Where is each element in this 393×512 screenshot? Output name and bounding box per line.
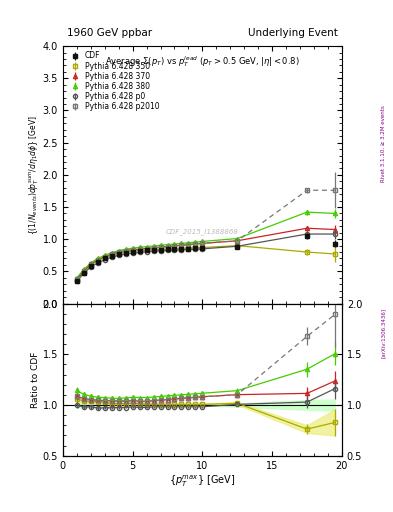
Text: Average $\Sigma(p_T)$ vs $p_T^{lead}$ ($p_T > 0.5$ GeV, $|\eta| < 0.8$): Average $\Sigma(p_T)$ vs $p_T^{lead}$ ($…	[105, 54, 300, 69]
Text: [arXiv:1306.3436]: [arXiv:1306.3436]	[381, 308, 386, 358]
Y-axis label: $\{(1/N_{events}) dp_T^{sum}/d\eta_1 d\phi\}$ [GeV]: $\{(1/N_{events}) dp_T^{sum}/d\eta_1 d\p…	[28, 115, 41, 235]
Y-axis label: Ratio to CDF: Ratio to CDF	[31, 351, 40, 408]
Text: Rivet 3.1.10, ≥ 3.2M events: Rivet 3.1.10, ≥ 3.2M events	[381, 105, 386, 182]
Legend: CDF, Pythia 6.428 350, Pythia 6.428 370, Pythia 6.428 380, Pythia 6.428 p0, Pyth: CDF, Pythia 6.428 350, Pythia 6.428 370,…	[67, 50, 161, 113]
X-axis label: $\{p_T^{max}\}$ [GeV]: $\{p_T^{max}\}$ [GeV]	[169, 473, 236, 489]
Text: CDF_2015_I1388868: CDF_2015_I1388868	[166, 228, 239, 235]
Text: 1960 GeV ppbar: 1960 GeV ppbar	[67, 28, 152, 38]
Text: Underlying Event: Underlying Event	[248, 28, 338, 38]
